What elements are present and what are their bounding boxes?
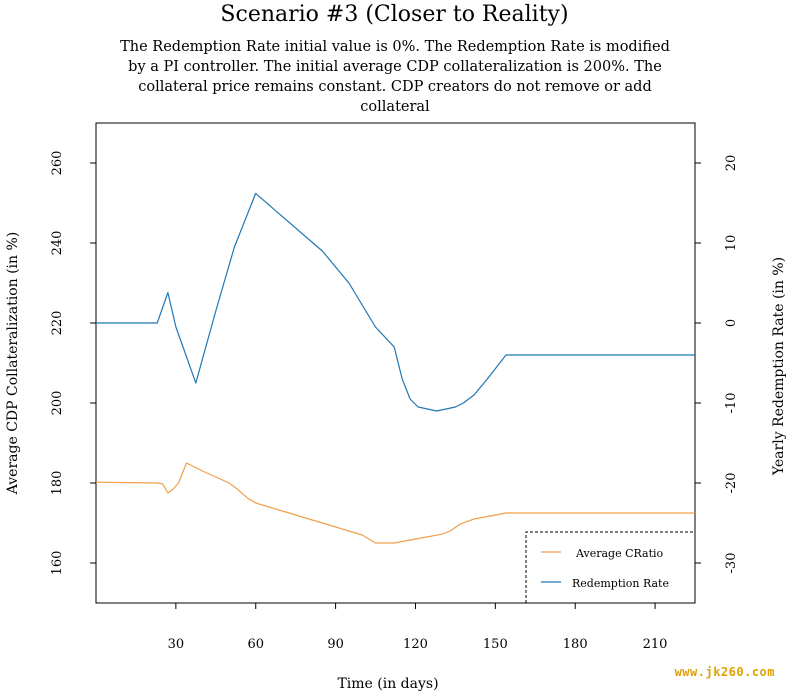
y-right-tick-label: 10 <box>724 235 739 252</box>
series-line-average-cratio <box>95 462 695 544</box>
y-axis-right: -30 -20 -10 0 10 20 <box>695 155 739 574</box>
y-left-tick-label: 220 <box>50 311 65 336</box>
x-tick-label: 120 <box>403 637 428 652</box>
y-right-tick-label: -10 <box>724 393 739 414</box>
y-right-tick-label: 0 <box>724 319 739 327</box>
x-tick-label: 90 <box>327 637 344 652</box>
x-tick-label: 180 <box>563 637 588 652</box>
y-left-tick-label: 200 <box>50 391 65 416</box>
x-tick-label: 60 <box>247 637 264 652</box>
y-left-tick-label: 240 <box>50 231 65 256</box>
y-right-tick-label: -30 <box>724 553 739 574</box>
plot-frame <box>95 122 696 604</box>
chart-title: Scenario #3 (Closer to Reality) <box>220 2 569 27</box>
y-right-tick-label: 20 <box>724 155 739 172</box>
x-axis: 30 60 90 120 150 180 210 <box>168 602 668 652</box>
y-left-tick-label: 160 <box>50 551 65 576</box>
y-axis-left: 160 180 200 220 240 260 <box>50 151 96 576</box>
y-axis-right-label: Yearly Redemption Rate (in %) <box>771 257 787 476</box>
x-axis-label: Time (in days) <box>337 676 438 692</box>
y-axis-left-label: Average CDP Collateralization (in %) <box>5 232 21 496</box>
y-left-tick-label: 260 <box>50 151 65 176</box>
series-line-redemption-rate <box>96 192 695 412</box>
x-tick-label: 150 <box>483 637 508 652</box>
x-tick-label: 30 <box>168 637 185 652</box>
legend-label-average-cratio: Average CRatio <box>575 547 664 560</box>
x-tick-label: 210 <box>643 637 668 652</box>
y-left-tick-label: 180 <box>50 471 65 496</box>
watermark: www.jk260.com <box>674 665 775 679</box>
series-layer <box>95 192 695 544</box>
legend: Average CRatio Redemption Rate <box>525 531 695 603</box>
legend-label-redemption-rate: Redemption Rate <box>572 577 669 590</box>
y-right-tick-label: -20 <box>724 473 739 494</box>
chart-subtitle: The Redemption Rate initial value is 0%.… <box>120 39 670 115</box>
